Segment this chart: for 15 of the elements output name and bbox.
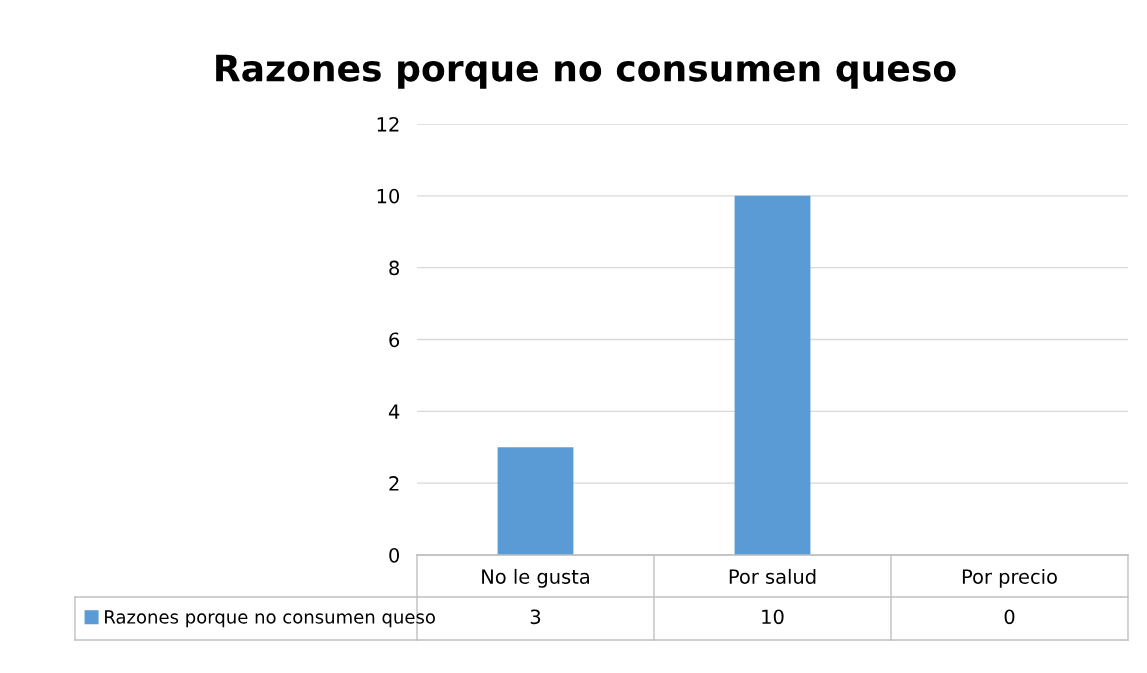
y-tick-label: 8 xyxy=(389,260,399,276)
y-tick-label: 12 xyxy=(377,116,399,132)
data-label: 0 xyxy=(1004,609,1015,625)
y-tick-label: 6 xyxy=(389,332,400,348)
y-tick-label: 2 xyxy=(389,476,399,491)
x-tick-label: No le gusta xyxy=(482,568,589,588)
data-label: 10 xyxy=(762,609,784,625)
y-tick-label: 4 xyxy=(388,404,400,419)
y-tick-label: 0 xyxy=(389,547,400,563)
legend-label: Razones porque no consumen queso xyxy=(105,610,435,628)
x-tick-label: Por salud xyxy=(729,568,816,584)
y-tick-label: 10 xyxy=(377,188,400,204)
chart-title: Razones porque no consumen queso xyxy=(216,54,956,89)
x-tick-label: Por precio xyxy=(962,568,1057,588)
data-label: 3 xyxy=(530,609,541,625)
